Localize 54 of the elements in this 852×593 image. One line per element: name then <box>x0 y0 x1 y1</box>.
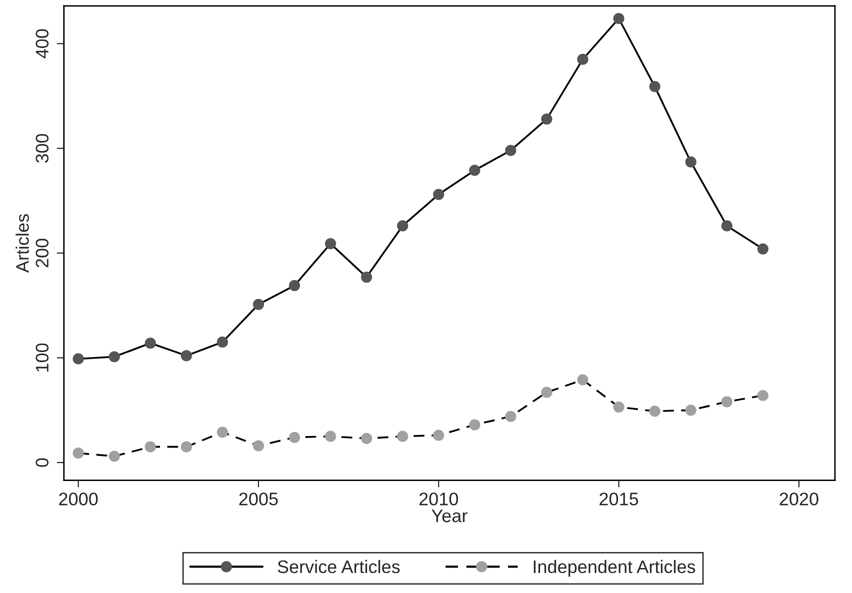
point <box>180 441 192 452</box>
x-tick-label: 2020 <box>780 492 818 506</box>
point <box>361 432 372 444</box>
point <box>397 430 408 442</box>
point <box>649 406 660 417</box>
y-tick-label: 0 <box>36 458 49 467</box>
point <box>108 450 120 462</box>
legend-label: Independent Articles <box>534 560 696 577</box>
point <box>685 404 696 416</box>
point <box>613 12 624 24</box>
point <box>108 351 120 362</box>
y-tick-label: 300 <box>36 134 49 163</box>
point <box>577 54 588 65</box>
y-tick-label: 100 <box>36 343 49 372</box>
y-axis-title: Articles <box>16 214 29 273</box>
point <box>433 430 444 441</box>
point <box>397 220 408 232</box>
point <box>685 156 696 168</box>
point <box>361 272 372 283</box>
point <box>144 338 156 349</box>
point <box>469 419 480 430</box>
legend-label: Service Articles <box>278 560 400 574</box>
point <box>180 350 192 362</box>
point <box>324 238 336 250</box>
point <box>757 243 768 254</box>
point <box>216 336 228 348</box>
point <box>433 188 444 200</box>
point <box>252 440 264 452</box>
point <box>649 81 660 92</box>
point <box>613 401 624 413</box>
point <box>505 144 516 156</box>
point <box>721 396 732 408</box>
x-tick-label: 2010 <box>419 492 458 506</box>
point <box>288 432 300 443</box>
point <box>72 353 84 364</box>
point <box>541 386 552 398</box>
point <box>144 441 156 452</box>
y-tick-label: 400 <box>36 29 49 58</box>
point <box>324 430 336 442</box>
point <box>577 374 588 386</box>
point <box>469 164 480 176</box>
x-tick-label: 2015 <box>600 492 638 506</box>
point <box>252 298 264 310</box>
x-tick-label: 2000 <box>59 492 98 506</box>
point <box>288 280 300 292</box>
x-axis-title: Year <box>432 510 468 522</box>
point <box>757 390 768 402</box>
point <box>541 113 552 125</box>
point <box>721 220 732 232</box>
point <box>505 410 516 422</box>
point <box>72 448 84 459</box>
y-tick-label: 200 <box>36 238 49 268</box>
point <box>216 426 228 438</box>
x-tick-label: 2005 <box>239 492 278 506</box>
